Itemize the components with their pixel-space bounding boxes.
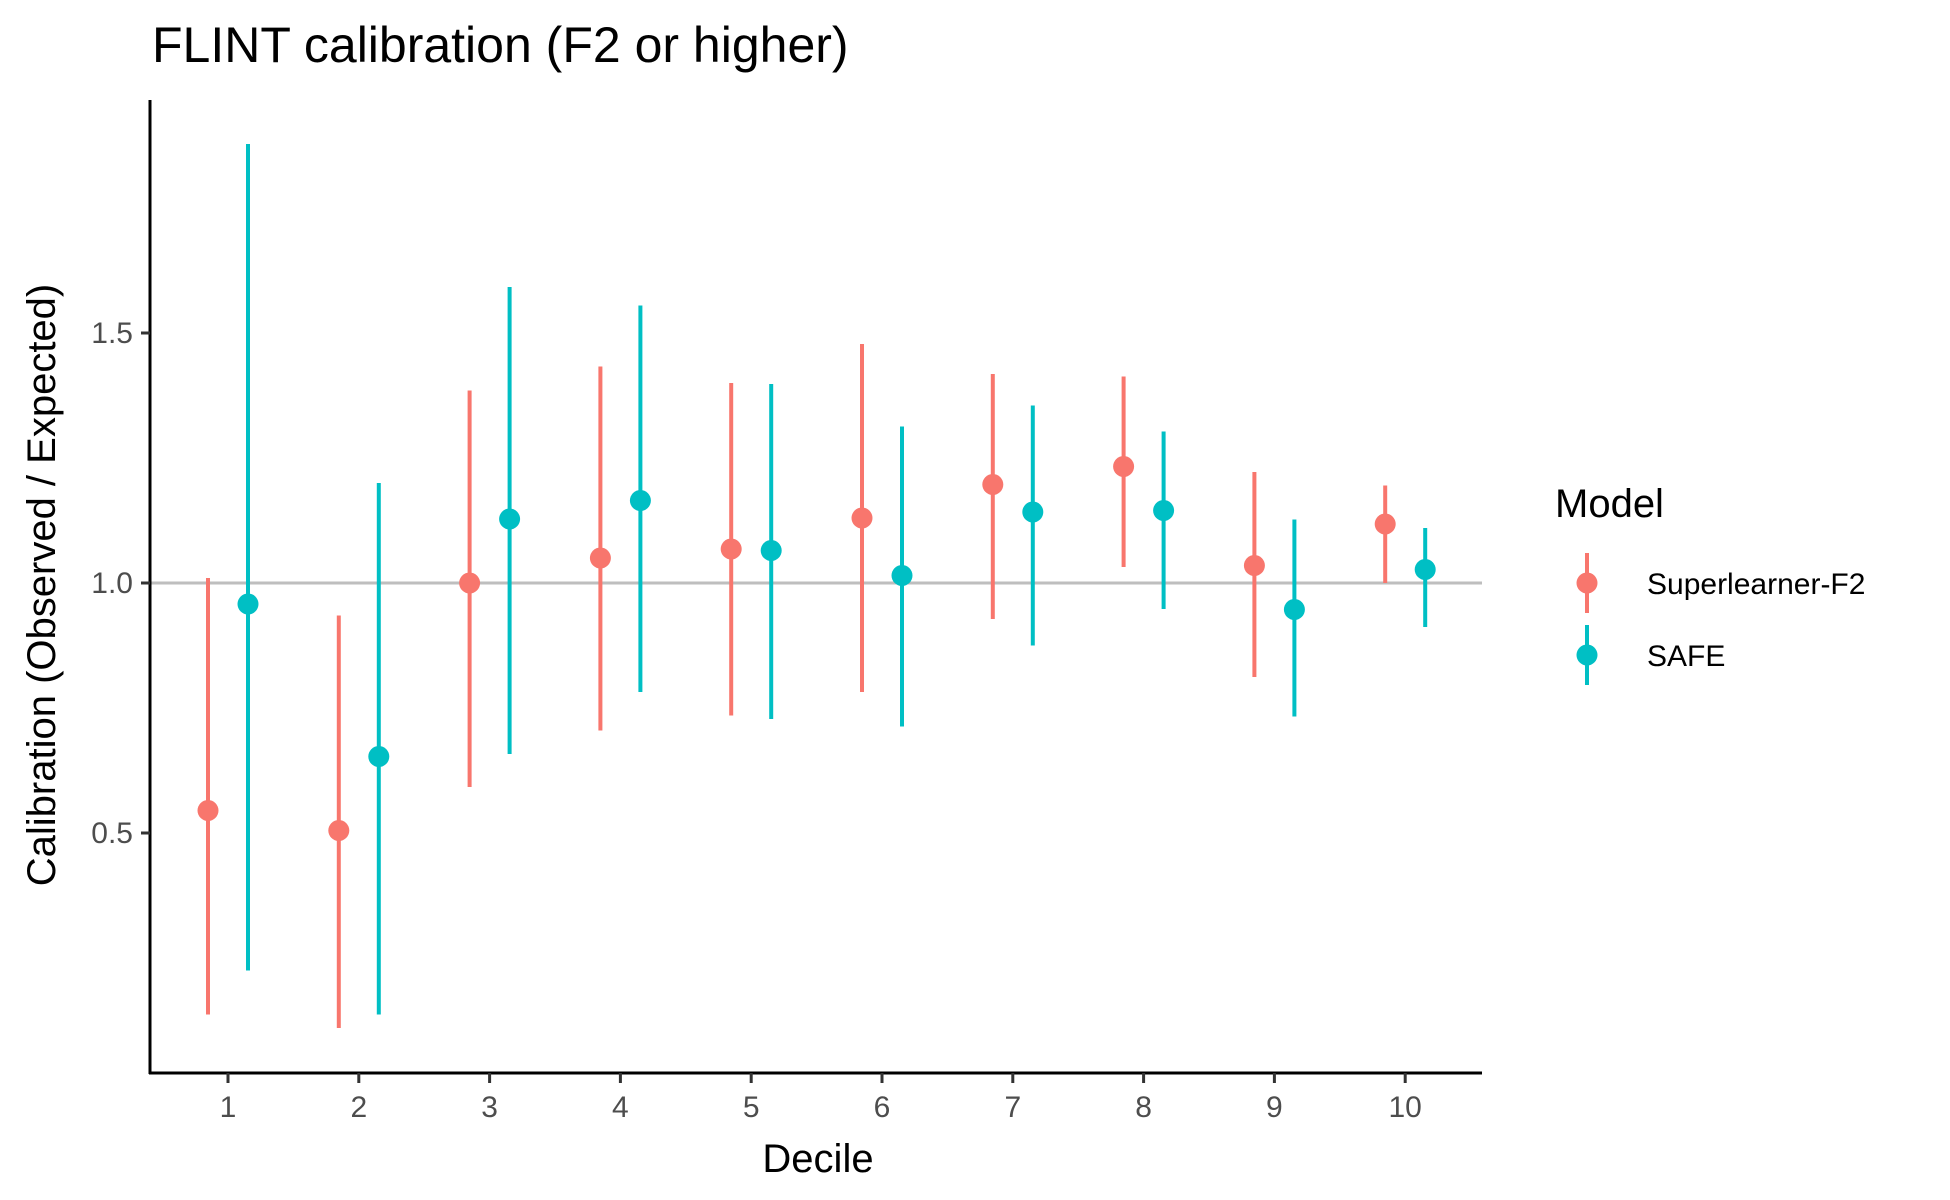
y-tick-label: 1.0 <box>91 567 133 600</box>
safe-point <box>760 540 782 561</box>
superlearner-f2-point <box>328 820 350 841</box>
safe-point <box>1022 501 1044 523</box>
legend-key-superlearner-f2-point <box>1576 572 1598 594</box>
x-tick-label: 6 <box>874 1091 891 1124</box>
superlearner-f2-point <box>1113 456 1135 477</box>
superlearner-f2-point <box>459 572 481 594</box>
superlearner-f2-point <box>1243 555 1265 576</box>
legend: Model Superlearner-F2 SAFE <box>1555 482 1865 685</box>
legend-label-superlearner-f2: Superlearner-F2 <box>1647 568 1865 601</box>
safe-point <box>237 593 259 615</box>
x-tick-label: 7 <box>1004 1091 1021 1124</box>
x-tick-label: 5 <box>743 1091 760 1124</box>
safe-point <box>891 565 913 586</box>
superlearner-f2-point <box>589 547 611 569</box>
safe-point <box>368 746 390 767</box>
x-tick-label: 8 <box>1135 1091 1152 1124</box>
superlearner-f2-point <box>197 800 219 821</box>
safe-point <box>1283 599 1305 620</box>
legend-title: Model <box>1555 482 1664 526</box>
y-tick-label: 1.5 <box>91 317 133 350</box>
safe-point <box>1153 500 1175 521</box>
chart-title: FLINT calibration (F2 or higher) <box>152 17 849 73</box>
superlearner-f2-point <box>720 538 742 560</box>
y-tick-label: 0.5 <box>91 817 133 850</box>
legend-label-safe: SAFE <box>1647 640 1725 673</box>
x-tick-label: 3 <box>481 1091 498 1124</box>
safe-point <box>499 508 521 530</box>
superlearner-f2-point <box>851 507 873 529</box>
x-tick-label: 1 <box>220 1091 237 1124</box>
plot-area: 0.5 1.0 1.5 1 2 3 4 5 6 7 8 9 10 <box>91 100 1482 1124</box>
x-tick-label: 9 <box>1266 1091 1283 1124</box>
safe-point <box>629 490 651 511</box>
x-tick-label: 10 <box>1389 1091 1422 1124</box>
safe-point <box>1414 559 1436 580</box>
superlearner-f2-point <box>1374 513 1396 535</box>
x-axis-title: Decile <box>762 1137 873 1181</box>
x-tick-label: 2 <box>350 1091 367 1124</box>
x-tick-label: 4 <box>612 1091 629 1124</box>
y-axis-title: Calibration (Observed / Expected) <box>20 284 64 887</box>
superlearner-f2-point <box>982 474 1004 495</box>
legend-key-safe-point <box>1576 644 1598 666</box>
